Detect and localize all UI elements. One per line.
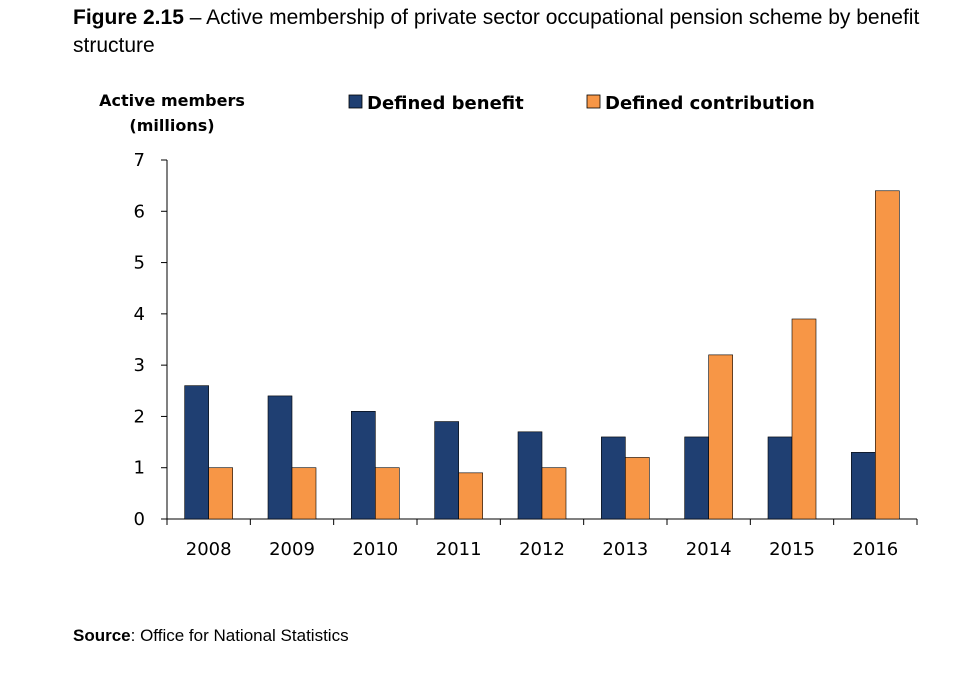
source-text: : Office for National Statistics	[130, 626, 349, 645]
bar-defined-benefit	[434, 421, 459, 520]
legend-swatch	[348, 94, 363, 109]
x-tick-label: 2011	[436, 539, 482, 560]
bar-defined-contribution	[208, 467, 233, 520]
figure-number: Figure 2.15	[73, 6, 184, 29]
legend-label: Defined benefit	[367, 93, 524, 114]
y-tick-label: 6	[134, 201, 145, 222]
axes: 0 1 2 3 4 5 6 7 2008 2009 2010 2011 2012 2013 2014 2015…	[134, 150, 918, 560]
x-tick-label: 2016	[852, 539, 898, 560]
y-tick-label: 7	[134, 150, 145, 171]
bar-defined-contribution	[375, 467, 400, 520]
x-tick-label: 2013	[602, 539, 648, 560]
bar-defined-benefit	[851, 452, 876, 520]
figure-title: Figure 2.15 – Active membership of priva…	[73, 4, 943, 60]
legend: Defined benefit Defined contribution	[348, 93, 815, 114]
bar-defined-benefit	[517, 431, 543, 520]
figure-separator: –	[183, 6, 207, 29]
x-tick-label: 2015	[769, 539, 815, 560]
legend-label: Defined contribution	[605, 93, 815, 114]
x-tick-label: 2014	[686, 539, 732, 560]
x-tick-label: 2008	[186, 539, 232, 560]
y-tick-label: 4	[134, 304, 145, 325]
x-tick-label: 2012	[519, 539, 565, 560]
bar-defined-contribution	[708, 354, 733, 520]
bar-defined-benefit	[684, 436, 709, 520]
y-tick-label: 2	[134, 406, 145, 427]
bar-defined-contribution	[541, 467, 567, 520]
bar-defined-contribution	[291, 467, 317, 520]
y-tick-label: 1	[134, 458, 145, 479]
y-tick-label: 5	[134, 253, 145, 274]
y-axis-label: Active members (millions)	[99, 91, 245, 135]
bar-defined-benefit	[267, 395, 293, 520]
bar-defined-benefit	[601, 436, 626, 520]
bar-defined-contribution	[458, 472, 483, 520]
figure-title-text: Active membership of private sector occu…	[73, 6, 920, 57]
bar-defined-contribution	[625, 457, 650, 520]
y-axis-label-line: Active members	[99, 91, 245, 110]
source-note: Source: Office for National Statistics	[73, 626, 349, 646]
bar-defined-contribution	[791, 318, 817, 520]
legend-swatch	[586, 94, 601, 109]
source-label: Source	[73, 626, 131, 645]
y-tick-label: 0	[134, 509, 145, 530]
y-axis-label-line: (millions)	[129, 116, 214, 135]
x-tick-label: 2009	[269, 539, 315, 560]
y-tick-label: 3	[134, 355, 145, 376]
bar-defined-benefit	[351, 410, 376, 520]
bar-defined-contribution	[875, 190, 900, 520]
bar-defined-benefit	[767, 436, 793, 520]
bars	[184, 190, 900, 520]
x-tick-label: 2010	[352, 539, 398, 560]
bar-defined-benefit	[184, 385, 209, 520]
